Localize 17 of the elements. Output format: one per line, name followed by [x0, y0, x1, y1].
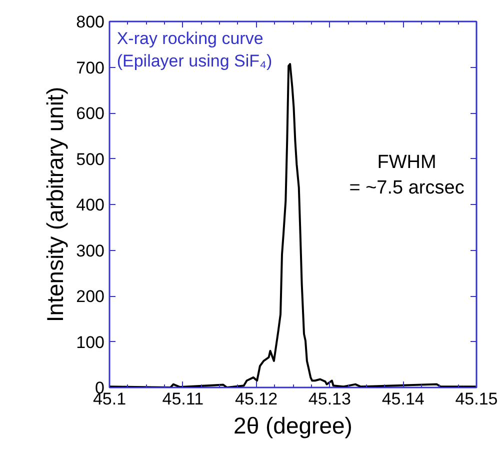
y-tick-label: 800: [76, 12, 105, 32]
x-tick-label: 45.12: [235, 390, 278, 408]
y-axis-title: Intensity (arbitrary unit): [42, 86, 68, 322]
y-tick-label: 700: [76, 58, 105, 78]
y-tick-label: 600: [76, 104, 105, 123]
y-tick-label: 500: [76, 150, 105, 169]
y-tick-label: 300: [76, 241, 105, 260]
x-tick-label: 45.14: [382, 390, 424, 408]
x-tick-label: 45.13: [308, 390, 351, 408]
text: X-ray rocking curve (Epilayer using SiF₄): [116, 28, 272, 71]
y-tick-label: 200: [76, 287, 105, 306]
x-tick-label: 45.11: [162, 390, 204, 408]
y-tick-label: 400: [76, 196, 105, 214]
y-tick-label: 100: [76, 332, 105, 352]
annotation: FWHM = ~7.5 arcsec: [349, 152, 464, 198]
x-axis-title: 2θ (degree): [234, 412, 352, 438]
x-tick-label: 45.15: [455, 390, 498, 408]
